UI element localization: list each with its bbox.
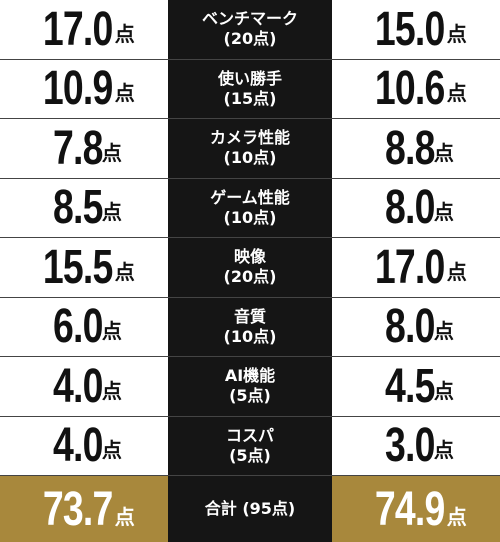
- score-unit: 点: [114, 21, 135, 46]
- category: カメラ性能 (10点): [168, 119, 332, 178]
- score-number: 8.0: [385, 300, 435, 354]
- right-score: 3.0 点: [332, 416, 500, 475]
- score-number: 73.7: [43, 482, 114, 536]
- score-number: 15.5: [43, 240, 114, 294]
- score-row: 4.0 点 AI機能 (5点) 4.5 点: [0, 357, 500, 417]
- score-number: 4.0: [53, 419, 103, 473]
- total-label: 合計 (95点): [204, 499, 296, 518]
- category-max: (20点): [223, 267, 277, 287]
- score-unit: 点: [446, 21, 467, 46]
- category-max: (10点): [223, 326, 277, 346]
- category: ゲーム性能 (10点): [168, 178, 332, 237]
- left-score: 6.0 点: [0, 297, 168, 356]
- category-label: ベンチマーク: [201, 9, 298, 29]
- score-unit: 点: [101, 438, 122, 462]
- category-label: コスパ: [225, 425, 274, 445]
- score-number: 8.0: [385, 181, 435, 235]
- category-label: カメラ性能: [209, 128, 290, 148]
- category: 映像 (20点): [168, 238, 332, 297]
- score-row: 10.9 点使い勝手 (15点) 10.6 点: [0, 59, 500, 119]
- right-score: 17.0 点: [332, 238, 500, 297]
- left-total: 73.7 点: [0, 476, 168, 542]
- score-unit: 点: [101, 319, 122, 343]
- score-unit: 点: [433, 319, 454, 343]
- category-max: (5点): [229, 445, 271, 465]
- score-number: 6.0: [53, 300, 103, 354]
- score-number: 8.5: [53, 181, 103, 235]
- left-score: 4.0 点: [0, 357, 168, 416]
- left-score: 17.0 点: [0, 0, 168, 59]
- score-row: 8.5 点ゲーム性能 (10点) 8.0 点: [0, 178, 500, 238]
- category-label: ゲーム性能: [210, 187, 290, 207]
- score-unit: 点: [433, 438, 454, 462]
- left-score: 15.5 点: [0, 238, 168, 297]
- score-unit: 点: [433, 200, 454, 224]
- category-max: (10点): [223, 148, 277, 168]
- score-number: 8.8: [385, 121, 435, 175]
- left-score: 10.9 点: [0, 59, 168, 118]
- right-score: 4.5 点: [332, 357, 500, 416]
- score-unit: 点: [433, 378, 454, 403]
- score-row: 15.5 点映像 (20点) 17.0 点: [0, 238, 500, 298]
- right-score: 8.0 点: [332, 297, 500, 356]
- score-number: 10.9: [43, 62, 114, 116]
- right-score: 10.6 点: [332, 59, 500, 118]
- right-score: 8.8 点: [332, 119, 500, 178]
- total-row: 73.7 点合計 (95点) 74.9 点: [0, 476, 500, 542]
- score-unit: 点: [101, 140, 122, 165]
- score-unit: 点: [114, 81, 135, 105]
- category-label: 音質: [233, 306, 266, 326]
- score-number: 17.0: [43, 2, 114, 56]
- score-number: 4.5: [385, 359, 435, 413]
- left-score: 4.0 点: [0, 416, 168, 475]
- left-score: 7.8 点: [0, 119, 168, 178]
- right-score: 8.0 点: [332, 178, 500, 237]
- score-row: 6.0 点音質 (10点) 8.0 点: [0, 297, 500, 357]
- score-unit: 点: [446, 259, 467, 284]
- category-label: AI機能: [224, 366, 276, 386]
- score-row: 7.8 点カメラ性能 (10点) 8.8 点: [0, 119, 500, 179]
- right-total: 74.9 点: [332, 476, 500, 542]
- score-number: 74.9: [375, 482, 446, 536]
- category-label: 映像: [233, 247, 266, 267]
- left-score: 8.5 点: [0, 178, 168, 237]
- total-category: 合計 (95点): [168, 476, 332, 542]
- category-label: 使い勝手: [217, 68, 282, 88]
- score-unit: 点: [114, 505, 135, 529]
- score-number: 4.0: [53, 359, 103, 413]
- category-max: (5点): [229, 386, 271, 406]
- score-number: 10.6: [375, 62, 446, 116]
- score-unit: 点: [114, 259, 135, 284]
- category: コスパ (5点): [168, 416, 332, 475]
- score-number: 3.0: [385, 419, 435, 473]
- category-max: (15点): [223, 88, 277, 108]
- right-score: 15.0 点: [332, 0, 500, 59]
- score-unit: 点: [101, 378, 122, 403]
- score-number: 7.8: [53, 121, 103, 175]
- score-row: 4.0 点コスパ (5点) 3.0 点: [0, 416, 500, 476]
- score-unit: 点: [446, 505, 467, 529]
- category-max: (10点): [223, 207, 277, 227]
- category-max: (20点): [223, 29, 277, 49]
- category: ベンチマーク (20点): [168, 0, 332, 59]
- score-number: 15.0: [375, 2, 446, 56]
- category: 使い勝手 (15点): [168, 59, 332, 118]
- category: 音質 (10点): [168, 297, 332, 356]
- score-unit: 点: [446, 81, 467, 105]
- score-number: 17.0: [375, 240, 446, 294]
- score-row: 17.0 点ベンチマーク (20点) 15.0 点: [0, 0, 500, 60]
- score-unit: 点: [101, 200, 122, 224]
- category: AI機能 (5点): [168, 357, 332, 416]
- score-unit: 点: [433, 140, 454, 165]
